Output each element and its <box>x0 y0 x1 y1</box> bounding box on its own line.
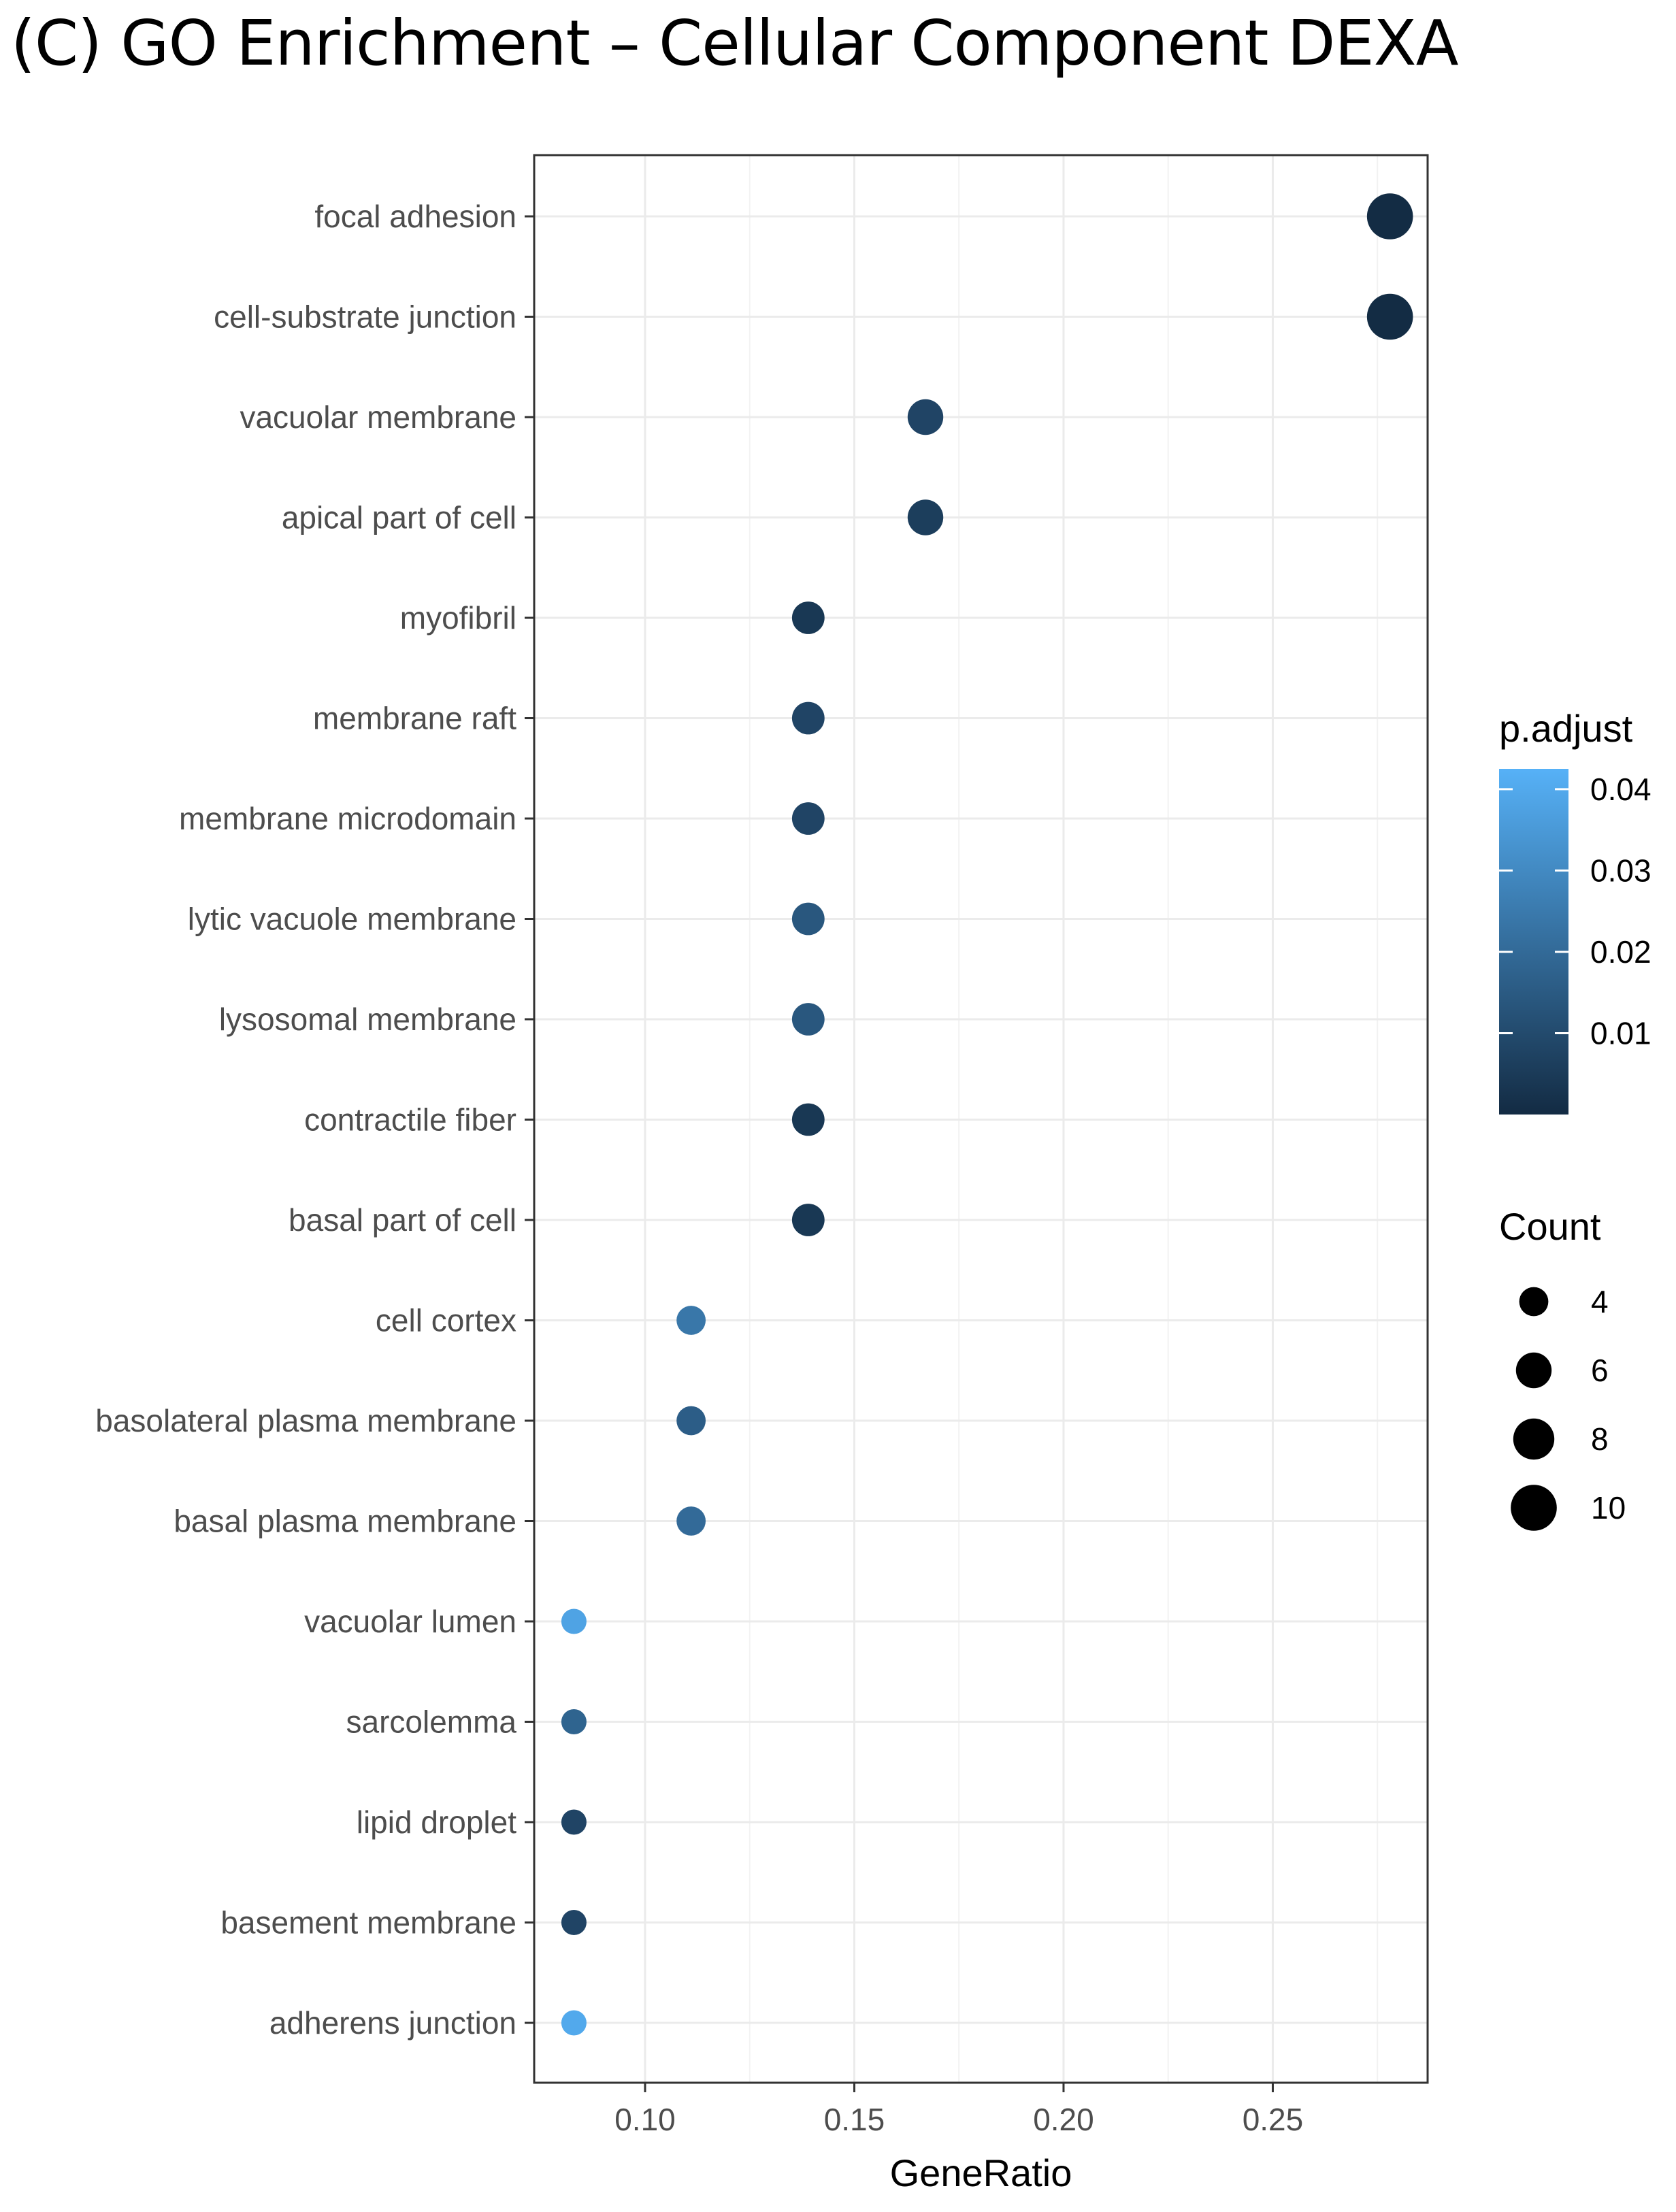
points-layer <box>561 193 1413 2036</box>
dot-lipid-droplet <box>561 1809 587 1835</box>
size-legend-label: 4 <box>1591 1284 1609 1319</box>
y-tick-label: cell cortex <box>376 1303 516 1338</box>
y-tick-label: basal part of cell <box>289 1202 516 1238</box>
x-tick-label: 0.10 <box>614 2102 676 2137</box>
dot-cell-cortex <box>676 1306 706 1335</box>
size-legend-label: 10 <box>1591 1490 1626 1525</box>
dot-vacuolar-lumen <box>561 1608 587 1634</box>
size-legend-label: 8 <box>1591 1421 1609 1457</box>
dot-basal-part-of-cell <box>791 1204 825 1236</box>
dot-basolateral-plasma-membrane <box>676 1406 706 1436</box>
size-legend-label: 6 <box>1591 1353 1609 1388</box>
size-legend-dot <box>1515 1352 1552 1389</box>
y-tick-label: basement membrane <box>220 1905 516 1941</box>
grid-layer <box>534 155 1428 2083</box>
legends: p.adjust 0.04 0.03 0.02 0.01 Count 4 6 8 10 <box>1499 707 1652 1531</box>
color-legend-label: 0.03 <box>1590 853 1652 888</box>
y-tick-label: adherens junction <box>269 2005 516 2041</box>
chart-title: (C) GO Enrichment – Cellular Component D… <box>11 7 1459 80</box>
y-tick-label: apical part of cell <box>282 500 516 535</box>
y-tick-label: membrane microdomain <box>179 801 516 836</box>
dot-apical-part-of-cell <box>907 499 944 535</box>
x-axis-title: GeneRatio <box>890 2151 1072 2194</box>
dot-sarcolemma <box>561 1709 587 1734</box>
color-legend-bar <box>1499 769 1568 1115</box>
dot-basement-membrane <box>561 1910 587 1935</box>
x-axis: 0.10 0.15 0.20 0.25 <box>614 2083 1303 2137</box>
dot-contractile-fiber <box>791 1103 825 1136</box>
y-tick-label: sarcolemma <box>346 1704 516 1740</box>
size-legend-dot <box>1519 1287 1549 1317</box>
dot-membrane-microdomain <box>791 802 825 835</box>
size-legend-dot <box>1511 1485 1557 1531</box>
x-tick-label: 0.20 <box>1033 2102 1094 2137</box>
y-tick-label: lipid droplet <box>357 1804 516 1840</box>
y-tick-label: vacuolar membrane <box>240 399 516 435</box>
size-legend-dot <box>1513 1418 1555 1460</box>
size-legend-title: Count <box>1499 1205 1601 1248</box>
dot-lytic-vacuole-membrane <box>791 902 825 936</box>
y-tick-label: cell-substrate junction <box>214 299 516 335</box>
color-legend-label: 0.04 <box>1590 772 1652 807</box>
y-tick-label: vacuolar lumen <box>304 1604 516 1639</box>
dot-cell-substrate-junction <box>1366 293 1413 340</box>
dot-lysosomal-membrane <box>791 1003 825 1036</box>
y-tick-label: basal plasma membrane <box>174 1504 516 1539</box>
dot-vacuolar-membrane <box>907 399 944 435</box>
x-tick-label: 0.25 <box>1243 2102 1304 2137</box>
y-tick-label: membrane raft <box>313 701 516 736</box>
dot-membrane-raft <box>791 701 825 735</box>
color-legend-title: p.adjust <box>1499 707 1633 750</box>
y-tick-label: myofibril <box>400 600 516 635</box>
dot-focal-adhesion <box>1366 193 1413 240</box>
y-tick-label: lytic vacuole membrane <box>188 902 516 937</box>
y-tick-label: focal adhesion <box>314 199 516 234</box>
y-axis: focal adhesion cell-substrate junction vac… <box>95 199 534 2041</box>
x-tick-label: 0.15 <box>824 2102 885 2137</box>
dot-myofibril <box>791 601 825 634</box>
color-legend-label: 0.01 <box>1590 1015 1652 1051</box>
y-tick-label: basolateral plasma membrane <box>95 1403 516 1438</box>
dot-adherens-junction <box>561 2010 587 2036</box>
dot-basal-plasma-membrane <box>676 1506 706 1536</box>
color-legend-label: 0.02 <box>1590 934 1652 970</box>
y-tick-label: contractile fiber <box>304 1102 516 1138</box>
y-tick-label: lysosomal membrane <box>219 1002 516 1037</box>
